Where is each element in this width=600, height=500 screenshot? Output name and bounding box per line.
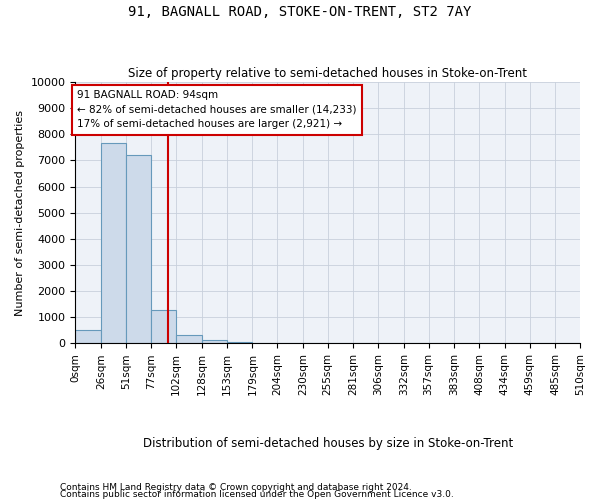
Bar xyxy=(101,144,126,344)
X-axis label: Distribution of semi-detached houses by size in Stoke-on-Trent: Distribution of semi-detached houses by … xyxy=(143,437,513,450)
Bar xyxy=(227,342,253,344)
Bar xyxy=(202,340,227,344)
Title: Size of property relative to semi-detached houses in Stoke-on-Trent: Size of property relative to semi-detach… xyxy=(128,66,527,80)
Bar xyxy=(126,156,151,344)
Y-axis label: Number of semi-detached properties: Number of semi-detached properties xyxy=(15,110,25,316)
Bar xyxy=(151,310,176,344)
Bar xyxy=(75,330,101,344)
Bar xyxy=(253,343,277,344)
Bar xyxy=(176,336,202,344)
Text: 91, BAGNALL ROAD, STOKE-ON-TRENT, ST2 7AY: 91, BAGNALL ROAD, STOKE-ON-TRENT, ST2 7A… xyxy=(128,5,472,19)
Text: Contains public sector information licensed under the Open Government Licence v3: Contains public sector information licen… xyxy=(60,490,454,499)
Text: 91 BAGNALL ROAD: 94sqm
← 82% of semi-detached houses are smaller (14,233)
17% of: 91 BAGNALL ROAD: 94sqm ← 82% of semi-det… xyxy=(77,90,357,130)
Text: Contains HM Land Registry data © Crown copyright and database right 2024.: Contains HM Land Registry data © Crown c… xyxy=(60,484,412,492)
